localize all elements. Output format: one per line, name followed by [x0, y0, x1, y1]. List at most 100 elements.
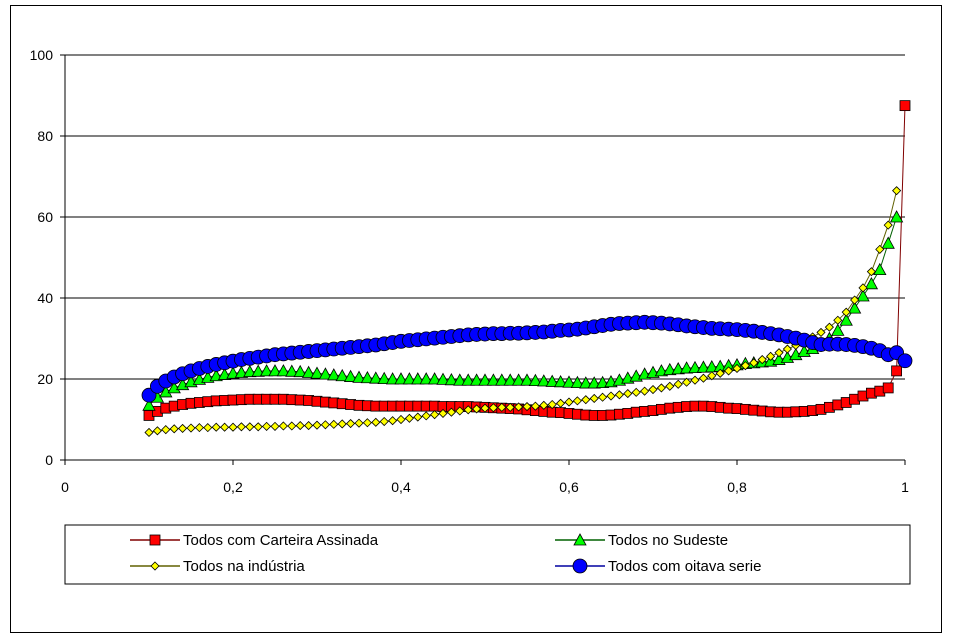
legend-label: Todos no Sudeste	[608, 532, 728, 549]
data-point	[572, 558, 588, 574]
data-point	[858, 283, 868, 293]
x-tick-label: 0,6	[559, 479, 579, 495]
data-point	[194, 423, 204, 433]
data-point	[312, 420, 322, 430]
data-point	[789, 347, 803, 361]
data-point	[453, 373, 467, 386]
data-point	[329, 419, 339, 429]
data-point	[178, 423, 188, 433]
data-point	[553, 374, 568, 388]
data-point	[881, 236, 895, 249]
data-point	[875, 244, 885, 254]
data-point	[220, 422, 230, 432]
data-point	[243, 364, 257, 378]
data-point	[724, 366, 734, 376]
data-point	[278, 421, 288, 431]
data-point	[226, 366, 240, 379]
data-point	[866, 267, 876, 277]
data-point	[572, 396, 582, 406]
data-point	[511, 373, 526, 386]
y-tick-label: 80	[37, 128, 53, 144]
data-point	[461, 373, 475, 386]
data-point	[598, 392, 608, 402]
data-point	[262, 421, 272, 431]
data-point	[682, 377, 692, 387]
legend-item: Todos com Carteira Assinada	[130, 532, 379, 549]
data-point	[749, 358, 759, 368]
data-point	[335, 368, 349, 382]
data-point	[537, 374, 551, 387]
data-point	[503, 373, 517, 386]
data-point	[589, 393, 599, 404]
legend-item: Todos com oitava serie	[555, 558, 761, 575]
data-point	[757, 354, 767, 365]
data-point	[270, 421, 280, 431]
data-point	[413, 412, 423, 422]
data-point	[707, 371, 717, 381]
data-point	[396, 414, 406, 425]
data-point	[142, 398, 156, 411]
x-tick-label: 0,2	[223, 479, 243, 495]
data-point	[486, 373, 501, 386]
series-line	[148, 105, 906, 416]
data-point	[648, 384, 658, 395]
data-point	[377, 371, 391, 384]
data-point	[614, 390, 624, 400]
data-point	[469, 373, 484, 386]
series-3	[144, 186, 902, 438]
data-point	[505, 402, 515, 412]
data-point	[455, 406, 465, 416]
data-point	[623, 389, 633, 399]
data-point	[850, 295, 860, 305]
data-point	[883, 220, 893, 230]
series-4	[141, 314, 913, 403]
data-point	[732, 363, 742, 374]
data-point	[595, 375, 610, 389]
data-point	[897, 353, 913, 369]
data-point	[228, 422, 238, 432]
data-point	[679, 361, 694, 374]
data-point	[346, 418, 356, 429]
data-point	[581, 395, 591, 405]
data-point	[327, 368, 341, 381]
data-point	[688, 360, 702, 374]
data-point	[404, 413, 414, 423]
x-tick-label: 0,4	[391, 479, 411, 495]
data-point	[285, 364, 299, 377]
data-point	[293, 364, 307, 378]
data-point	[671, 362, 685, 375]
data-point	[495, 373, 509, 386]
data-point	[891, 365, 902, 377]
data-point	[514, 402, 524, 412]
data-point	[343, 369, 358, 382]
data-point	[268, 364, 282, 377]
data-point	[310, 366, 324, 379]
data-point	[354, 418, 364, 428]
y-tick-label: 60	[37, 209, 53, 225]
data-point	[186, 423, 196, 433]
data-point	[421, 411, 431, 421]
data-point	[882, 382, 894, 394]
data-point	[841, 307, 851, 317]
data-point	[847, 301, 862, 314]
data-point	[488, 403, 498, 413]
data-point	[640, 386, 650, 396]
data-point	[352, 370, 366, 383]
data-point	[740, 361, 750, 371]
x-tick-label: 1	[901, 479, 909, 495]
data-point	[388, 416, 398, 426]
data-point	[545, 374, 559, 387]
y-tick-label: 40	[37, 290, 53, 306]
data-point	[839, 313, 853, 326]
data-point	[234, 365, 249, 378]
data-point	[816, 327, 826, 337]
data-point	[362, 418, 372, 428]
data-point	[833, 315, 843, 325]
data-point	[539, 400, 549, 410]
data-point	[562, 375, 576, 388]
data-point	[873, 262, 887, 276]
data-point	[144, 427, 154, 438]
data-point	[295, 421, 305, 431]
data-point	[899, 100, 911, 112]
